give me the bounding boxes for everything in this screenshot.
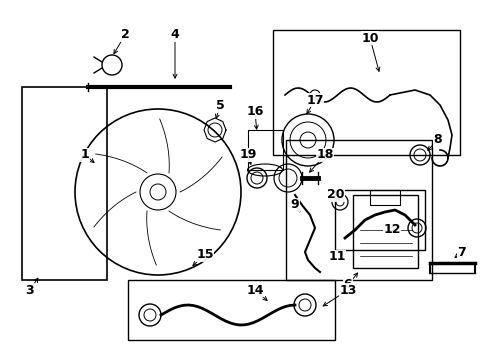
Text: 5: 5 bbox=[215, 99, 224, 112]
Text: 14: 14 bbox=[246, 284, 263, 297]
Text: 6: 6 bbox=[343, 279, 351, 292]
Text: 20: 20 bbox=[326, 189, 344, 202]
Text: 12: 12 bbox=[383, 224, 400, 237]
Text: 7: 7 bbox=[457, 246, 466, 258]
Text: 16: 16 bbox=[246, 105, 263, 118]
Text: 8: 8 bbox=[433, 134, 442, 147]
Text: 2: 2 bbox=[121, 28, 129, 41]
Bar bbox=[334, 190, 424, 250]
Bar bbox=[285, 140, 431, 280]
Text: 11: 11 bbox=[327, 251, 345, 264]
Bar bbox=[128, 280, 334, 340]
Bar bbox=[352, 195, 417, 268]
Text: 9: 9 bbox=[290, 198, 299, 211]
Text: 4: 4 bbox=[170, 28, 179, 41]
Bar bbox=[369, 190, 399, 205]
Text: 10: 10 bbox=[361, 31, 378, 45]
Text: 17: 17 bbox=[305, 94, 323, 107]
Text: 18: 18 bbox=[316, 148, 333, 162]
Text: 15: 15 bbox=[196, 248, 213, 261]
Bar bbox=[22, 87, 107, 280]
Text: 13: 13 bbox=[339, 284, 356, 297]
Text: 3: 3 bbox=[26, 284, 34, 297]
Text: 1: 1 bbox=[81, 148, 89, 162]
Bar bbox=[272, 30, 459, 155]
Bar bbox=[247, 130, 283, 170]
Text: 19: 19 bbox=[239, 148, 256, 162]
